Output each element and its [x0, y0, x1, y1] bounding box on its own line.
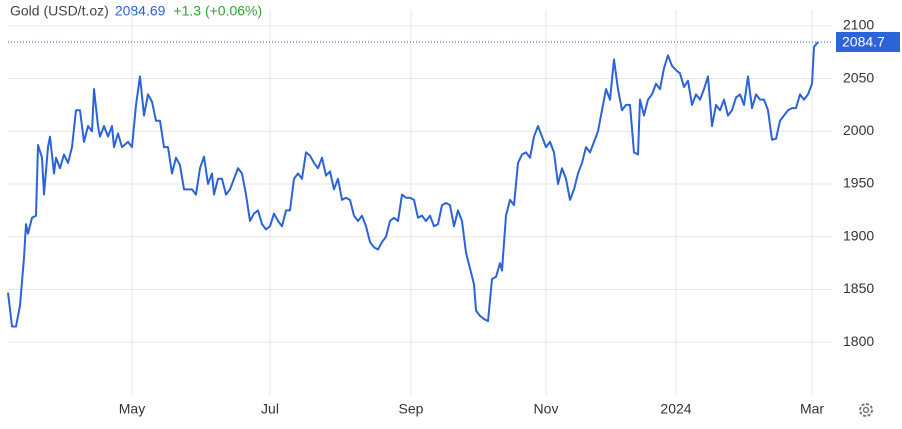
price-line: [7, 41, 819, 328]
x-tick-label: May: [119, 401, 145, 417]
y-tick-label: 1850: [843, 280, 874, 296]
y-tick-label: 2100: [843, 17, 874, 33]
y-tick-label: 1950: [843, 175, 874, 191]
price: 2084.69: [115, 3, 166, 19]
chart-title: Gold (USD/t.oz): [10, 3, 109, 19]
x-tick-label: Mar: [800, 401, 824, 417]
y-tick-label: 1900: [843, 227, 874, 243]
y-tick-label: 1800: [843, 333, 874, 349]
x-tick-label: Jul: [261, 401, 279, 417]
y-tick-label: 2000: [843, 122, 874, 138]
settings-icon[interactable]: [859, 403, 873, 417]
change: +1.3 (+0.06%): [173, 3, 262, 19]
x-tick-label: Sep: [399, 401, 424, 417]
last-value-label: 2084.7: [842, 34, 885, 50]
x-tick-label: 2024: [660, 401, 691, 417]
grid: [8, 10, 832, 395]
x-tick-label: Nov: [534, 401, 559, 417]
y-tick-label: 2050: [843, 69, 874, 85]
last-value-box: [836, 31, 900, 52]
